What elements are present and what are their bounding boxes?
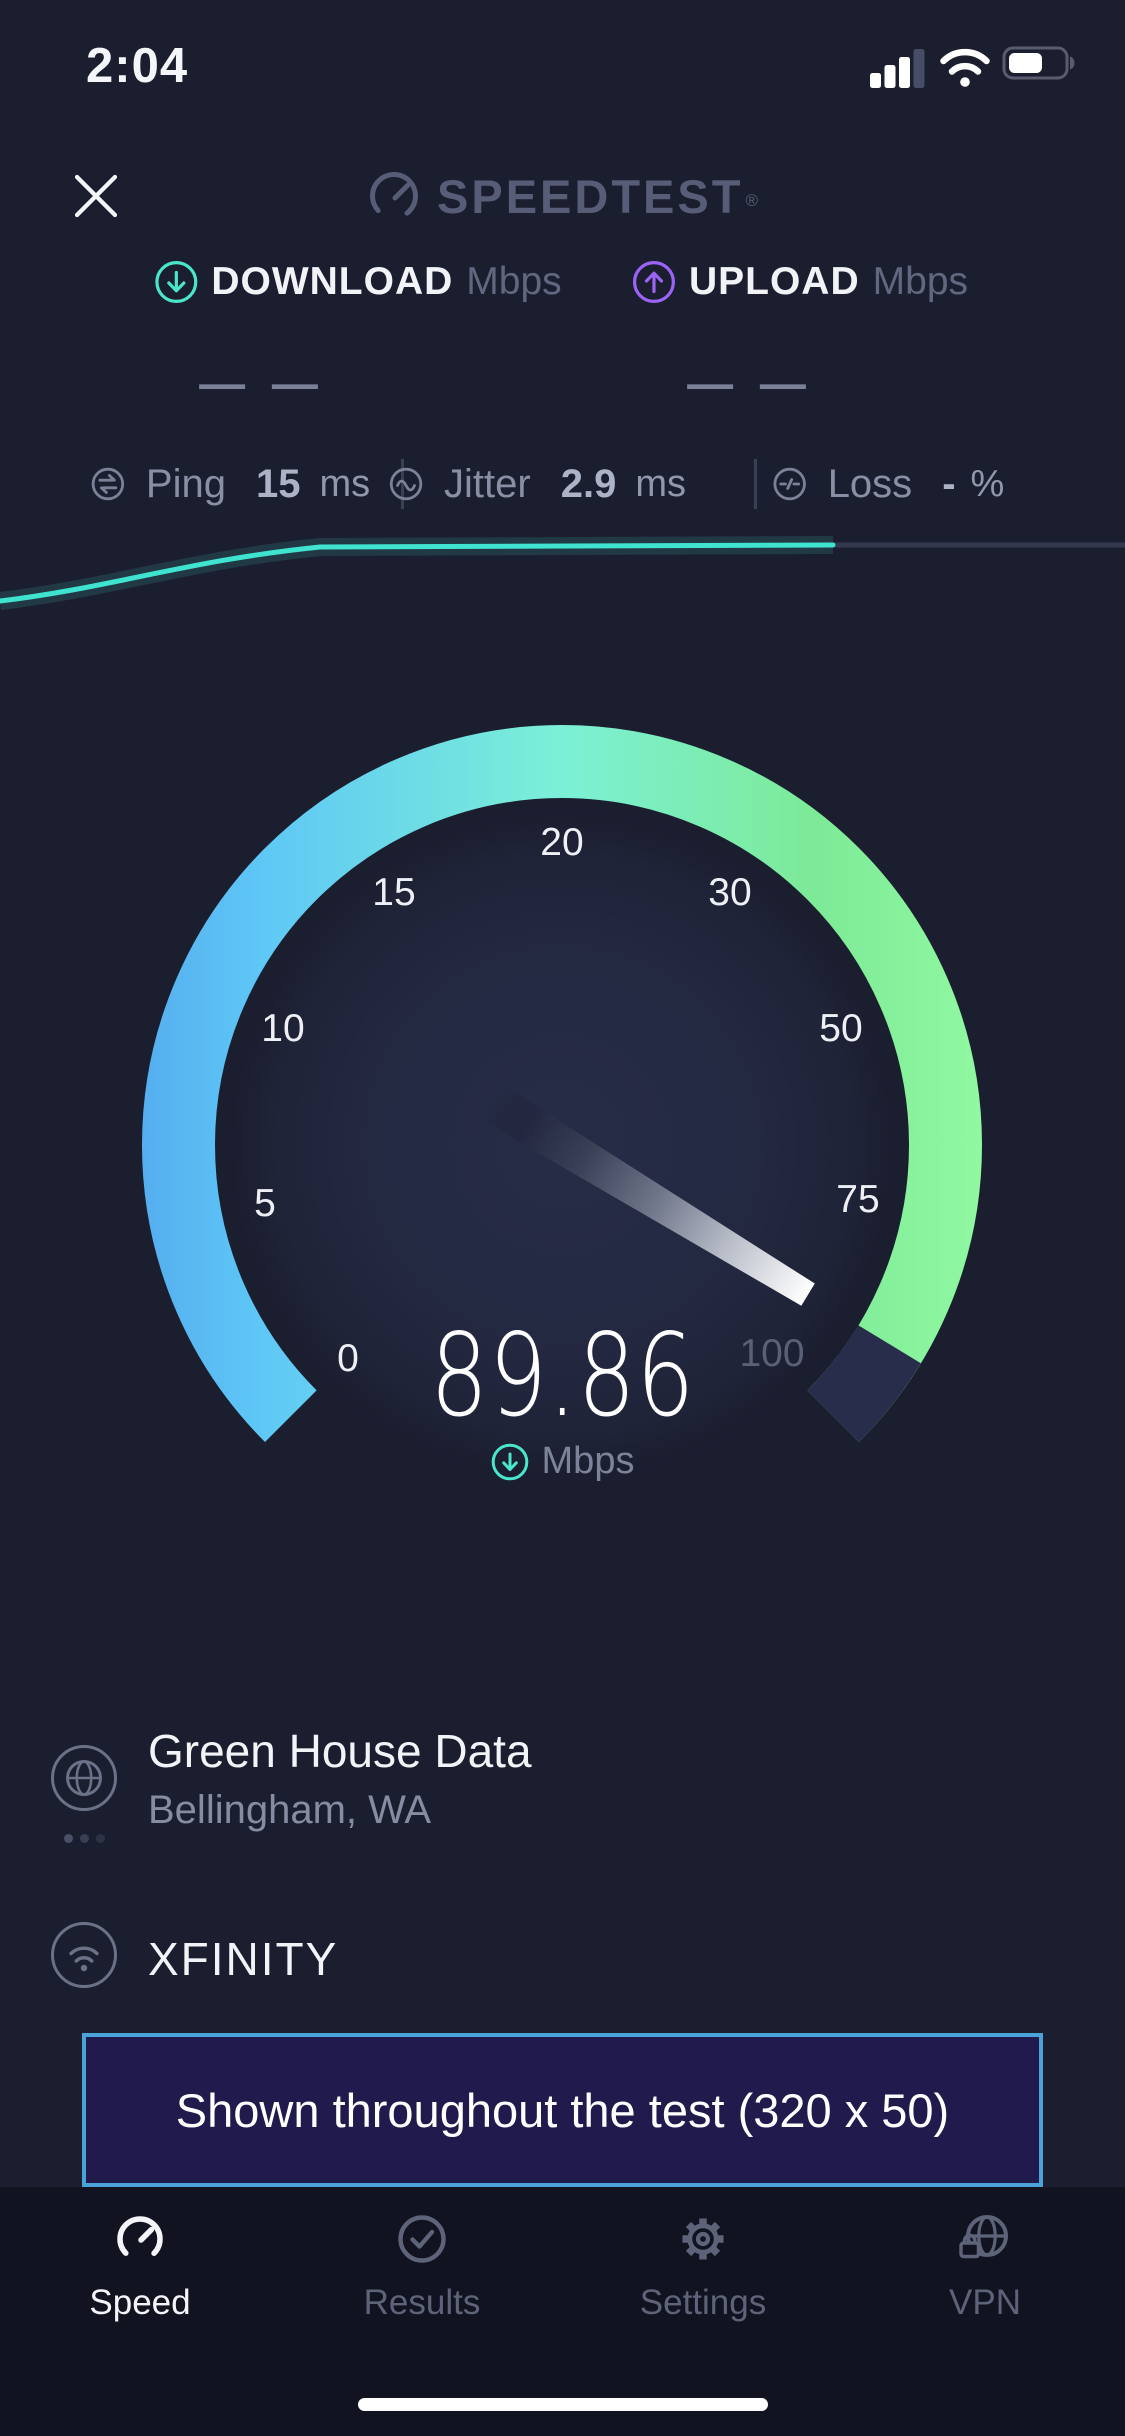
jitter-value: 2.9 (560, 461, 617, 506)
home-indicator[interactable] (358, 2398, 768, 2411)
stat-divider (754, 459, 757, 509)
upload-arrow-icon (632, 261, 675, 303)
speed-gauge (142, 725, 982, 1491)
tab-label: Results (363, 2283, 481, 2322)
jitter-stat: Jitter 2.9 ms (388, 458, 686, 510)
ping-unit: ms (319, 462, 371, 505)
gauge-tick: 50 (819, 1007, 863, 1050)
results-check-icon (398, 2215, 446, 2263)
app-logo: SPEEDTEST ® (0, 166, 1125, 226)
logo-wordmark: SPEEDTEST (437, 169, 744, 223)
ping-stat: Ping 15 ms (90, 458, 370, 510)
close-button[interactable] (68, 168, 124, 224)
upload-value-placeholder: — — (687, 357, 813, 409)
download-arrow-icon (155, 261, 198, 303)
speed-gauge-icon (117, 2216, 163, 2262)
gauge-tick: 30 (708, 871, 752, 914)
server-more-dots[interactable] (64, 1834, 105, 1843)
settings-gear-icon (682, 2218, 724, 2260)
current-speed-unit-row: Mbps (0, 1440, 1125, 1483)
stat-divider (401, 459, 404, 509)
graph-line (0, 542, 836, 604)
gauge-arc (142, 725, 982, 1442)
tab-speed[interactable]: Speed (30, 2210, 250, 2323)
cellular-signal-icon (870, 49, 925, 88)
speed-over-time-graph (0, 536, 1125, 610)
jitter-label: Jitter (444, 461, 531, 506)
jitter-unit: ms (635, 462, 686, 505)
gauge-tick: 10 (261, 1007, 305, 1050)
battery-icon (1002, 46, 1075, 80)
registered-mark: ® (745, 191, 758, 211)
ad-banner[interactable]: Shown throughout the test (320 x 50) (82, 2033, 1043, 2187)
tab-label: Settings (639, 2283, 767, 2322)
globe-icon (51, 1745, 117, 1811)
jitter-icon (389, 467, 423, 501)
wifi-icon (940, 48, 990, 87)
ping-label: Ping (145, 461, 226, 506)
tab-results[interactable]: Results (312, 2210, 532, 2323)
gauge-remainder-arc (806, 1324, 921, 1442)
speedtest-gauge-icon (370, 172, 418, 220)
packet-loss-icon (773, 467, 806, 501)
server-name: Green House Data (148, 1725, 532, 1777)
download-metric[interactable]: DOWNLOAD Mbps (154, 258, 562, 306)
download-arrow-icon (491, 1443, 528, 1480)
close-icon (74, 174, 118, 218)
gauge-tick: 0 (337, 1337, 359, 1380)
tab-label: Speed (89, 2283, 191, 2322)
upload-label: UPLOAD (688, 260, 860, 303)
gauge-tick: 15 (372, 871, 416, 914)
current-speed-unit: Mbps (541, 1440, 635, 1482)
gauge-tick: 5 (254, 1182, 276, 1225)
current-speed-value: 89.86 (429, 1309, 696, 1442)
tab-settings[interactable]: Settings (593, 2210, 813, 2323)
upload-metric[interactable]: UPLOAD Mbps (632, 258, 968, 306)
status-icons (870, 46, 1075, 88)
download-value-placeholder: — — (199, 357, 325, 409)
vpn-globe-lock-icon (959, 2215, 1008, 2259)
gauge-tick: 75 (836, 1178, 880, 1221)
ping-icon (91, 467, 125, 501)
loss-unit: % (970, 462, 1005, 505)
gauge-tick: 20 (540, 821, 584, 864)
gauge-tick-max: 100 (739, 1332, 805, 1375)
download-label: DOWNLOAD (211, 260, 454, 303)
ad-banner-text: Shown throughout the test (320 x 50) (175, 2083, 950, 2137)
loss-value: - (942, 461, 956, 506)
server-location: Bellingham, WA (148, 1788, 432, 1832)
current-speed: 89.86 (0, 1319, 1125, 1433)
status-time: 2:04 (86, 39, 189, 93)
tab-label: VPN (949, 2283, 1021, 2322)
tab-vpn[interactable]: VPN (875, 2210, 1095, 2323)
loss-label: Loss (827, 461, 913, 506)
upload-unit: Mbps (872, 260, 969, 303)
download-unit: Mbps (466, 260, 562, 303)
isp-name: XFINITY (148, 1933, 339, 1985)
ping-value: 15 (255, 461, 301, 506)
gauge-needle (478, 1083, 815, 1306)
wifi-network-icon (51, 1922, 117, 1988)
loss-stat: Loss - % (772, 458, 1005, 510)
tab-bar (0, 2187, 1125, 2436)
